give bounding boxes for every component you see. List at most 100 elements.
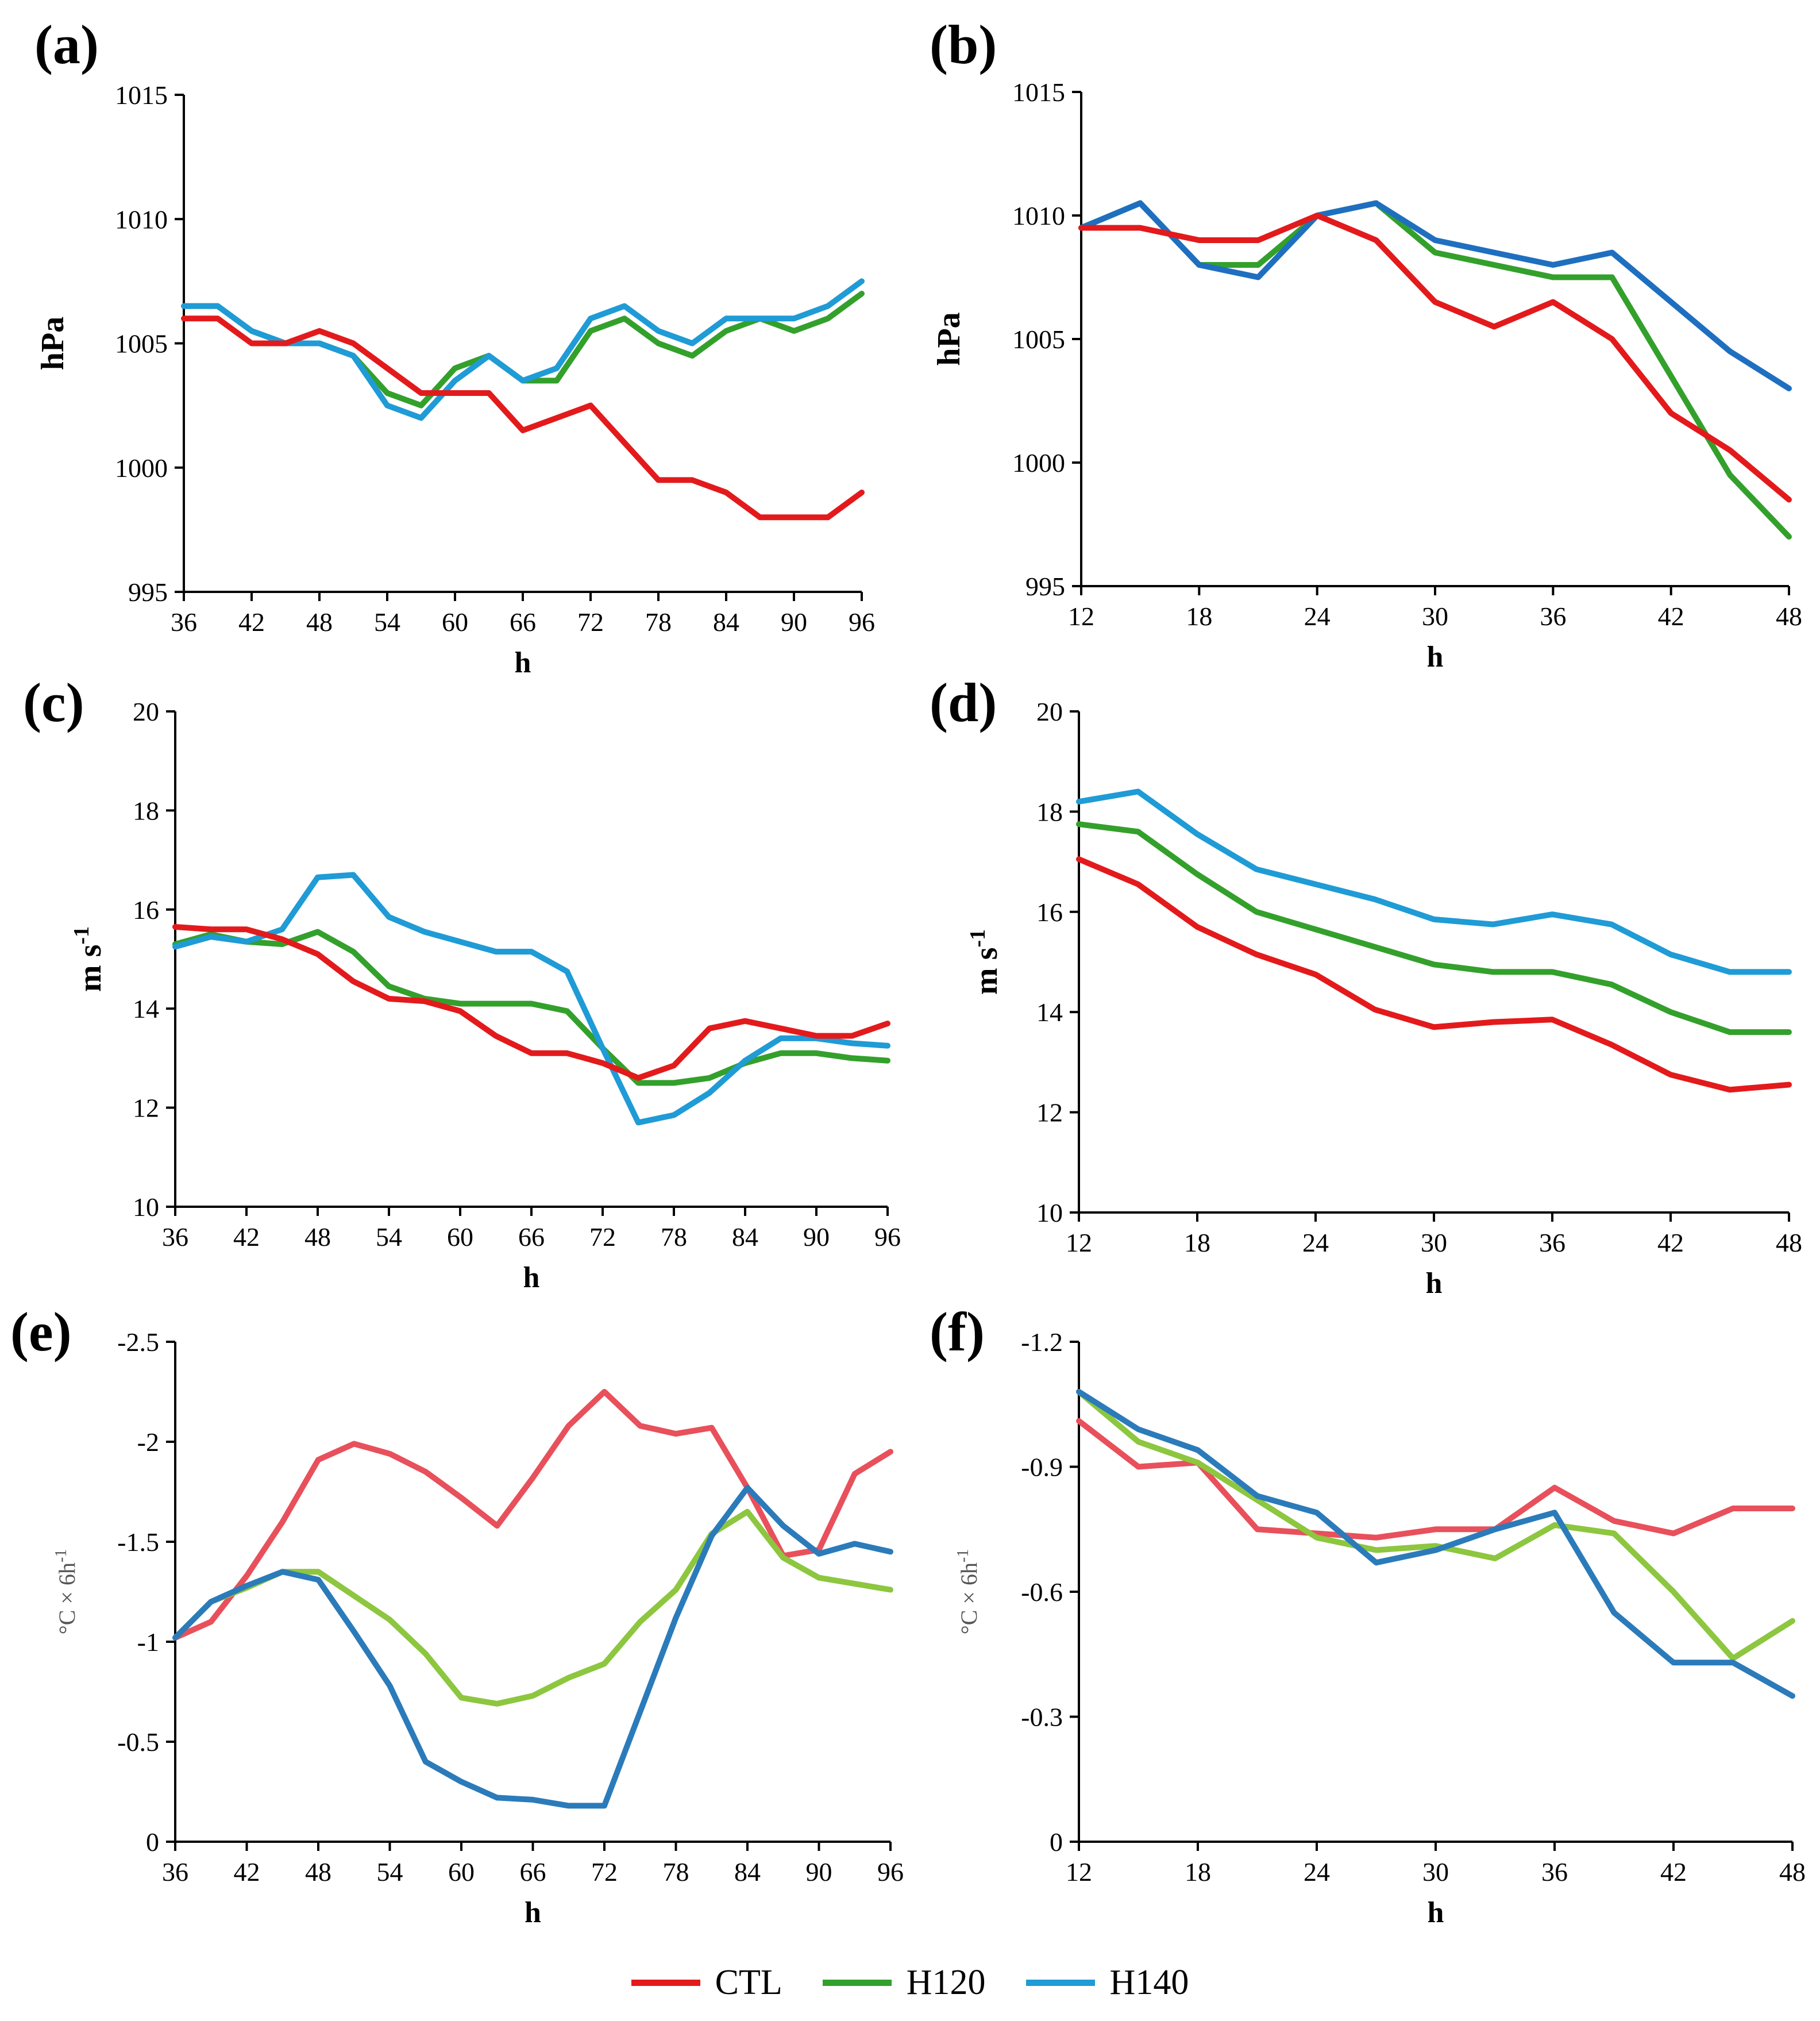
x-axis-label: h	[1428, 1896, 1444, 1929]
x-axis-label: h	[525, 1896, 541, 1929]
y-tick-label: -1	[137, 1627, 159, 1657]
x-tick-label: 66	[510, 607, 536, 637]
x-tick-label: 24	[1302, 1228, 1329, 1257]
panel-label: (c)	[23, 672, 84, 733]
y-tick-label: 20	[1036, 697, 1063, 726]
x-tick-label: 42	[1657, 1228, 1684, 1257]
y-tick-label: -1.5	[117, 1527, 159, 1557]
series-line-h140	[1078, 200, 1792, 391]
y-tick-label: 1015	[1012, 78, 1065, 107]
panel-label: (d)	[930, 672, 997, 733]
x-tick-label: 72	[589, 1222, 616, 1252]
x-tick-label: 84	[732, 1222, 758, 1252]
x-axis-label: h	[515, 646, 531, 679]
x-axis-label: h	[1427, 641, 1444, 673]
x-tick-label: 60	[447, 1222, 473, 1252]
y-axis-label: hPa	[931, 312, 967, 365]
series-line-h140	[172, 872, 890, 1126]
legend-label-ctl: CTL	[715, 1962, 782, 2002]
x-tick-label: 18	[1184, 1228, 1210, 1257]
x-tick-label: 90	[803, 1222, 830, 1252]
series-line-h140	[181, 278, 865, 421]
series-line-h120	[1076, 821, 1792, 1035]
x-tick-label: 24	[1304, 1857, 1330, 1887]
legend-swatch-h120	[822, 1979, 892, 1986]
y-tick-label: 18	[133, 796, 159, 825]
y-tick-label: -0.6	[1021, 1577, 1063, 1607]
x-tick-label: 42	[238, 607, 265, 637]
x-tick-label: 96	[849, 607, 875, 637]
y-tick-label: 14	[133, 994, 159, 1023]
series-line-h140	[172, 1485, 893, 1809]
x-tick-label: 36	[171, 607, 197, 637]
x-axis-label: h	[1426, 1267, 1443, 1300]
x-tick-label: 36	[1539, 1228, 1565, 1257]
series-line-ctl	[172, 1389, 893, 1641]
x-tick-label: 36	[1540, 602, 1566, 631]
x-tick-label: 54	[376, 1222, 402, 1252]
x-tick-label: 48	[306, 607, 333, 637]
x-tick-label: 18	[1185, 1857, 1211, 1887]
y-tick-label: -0.5	[117, 1727, 159, 1757]
x-tick-label: 48	[1776, 1228, 1802, 1257]
y-tick-label: -2	[137, 1427, 159, 1457]
y-tick-label: 1005	[1012, 325, 1065, 354]
y-tick-label: 995	[128, 578, 168, 607]
y-tick-label: 1000	[115, 453, 168, 483]
x-tick-label: 48	[305, 1857, 331, 1887]
x-tick-label: 66	[518, 1222, 545, 1252]
series-line-h120	[172, 1508, 893, 1707]
x-tick-label: 84	[734, 1857, 761, 1887]
y-tick-label: 20	[133, 697, 159, 726]
x-tick-label: 48	[304, 1222, 331, 1252]
x-tick-label: 78	[661, 1222, 687, 1252]
y-axis-label: °C × 6h-1	[52, 1549, 80, 1635]
y-tick-label: 12	[1036, 1098, 1063, 1127]
y-tick-label: -0.3	[1021, 1703, 1063, 1732]
x-tick-label: 30	[1421, 1228, 1447, 1257]
x-tick-label: 36	[1541, 1857, 1568, 1887]
series-line-ctl	[181, 315, 865, 521]
y-tick-label: -1.2	[1021, 1327, 1063, 1357]
y-tick-label: 0	[1050, 1827, 1063, 1857]
series-line-h120	[172, 929, 890, 1086]
panel-label: (a)	[34, 14, 99, 75]
x-tick-label: 12	[1066, 1857, 1092, 1887]
legend-label-h140: H140	[1109, 1962, 1189, 2002]
x-tick-label: 84	[713, 607, 739, 637]
panel-1: (a) 995 1000 1005 1010 1015 36 42 48 54 60 66 72 78 84…	[34, 14, 875, 679]
y-axis-label: °C × 6h-1	[954, 1549, 982, 1635]
x-tick-label: 12	[1068, 602, 1094, 631]
x-tick-label: 18	[1186, 602, 1212, 631]
series-line-h120	[1076, 1389, 1795, 1661]
y-tick-label: 1015	[115, 80, 168, 110]
y-tick-label: 10	[1036, 1198, 1063, 1227]
x-tick-label: 96	[877, 1857, 904, 1887]
legend-item-h140: H140	[1025, 1962, 1189, 2003]
series-line-ctl	[1078, 213, 1792, 503]
x-tick-label: 42	[1660, 1857, 1687, 1887]
series-line-h140	[1076, 1389, 1795, 1699]
x-axis-label: h	[523, 1261, 540, 1294]
panel-3: (c) 10 12 14 16 18 20 36 42 48 54 60 66 72 78 84 90 96 h m …	[23, 672, 901, 1294]
panel-2: (b) 995 1000 1005 1010 1015 12 18 24 30 36 42 48 h hPa	[930, 14, 1802, 673]
y-tick-label: 18	[1036, 797, 1063, 826]
series-line-ctl	[172, 924, 890, 1081]
y-tick-label: 995	[1025, 572, 1065, 601]
y-tick-label: 1010	[1012, 201, 1065, 230]
y-tick-label: 1010	[115, 205, 168, 234]
x-tick-label: 66	[520, 1857, 546, 1887]
x-tick-label: 78	[663, 1857, 689, 1887]
x-tick-label: 96	[874, 1222, 901, 1252]
x-tick-label: 36	[162, 1857, 188, 1887]
x-tick-label: 24	[1304, 602, 1331, 631]
panel-label: (f)	[930, 1301, 985, 1362]
legend: CTL H120 H140	[0, 1954, 1820, 2011]
x-tick-label: 90	[806, 1857, 832, 1887]
x-tick-label: 42	[234, 1857, 260, 1887]
series-line-ctl	[1076, 856, 1792, 1093]
legend-label-h120: H120	[906, 1962, 986, 2002]
x-tick-label: 48	[1776, 602, 1802, 631]
